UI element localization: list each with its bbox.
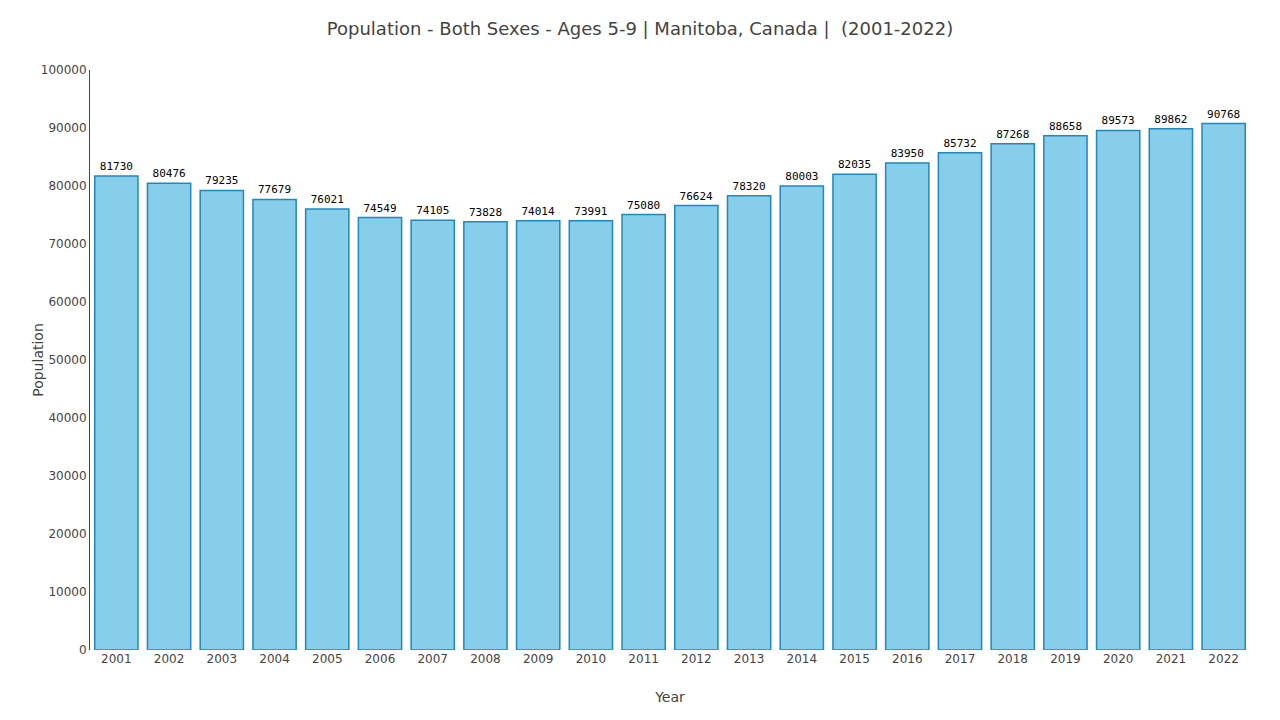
svg-text:81730: 81730 <box>100 160 133 173</box>
svg-text:40000: 40000 <box>48 411 86 425</box>
svg-text:89573: 89573 <box>1102 114 1135 127</box>
svg-text:2018: 2018 <box>997 652 1028 666</box>
svg-text:90768: 90768 <box>1207 108 1240 121</box>
svg-text:50000: 50000 <box>48 353 86 367</box>
svg-text:73828: 73828 <box>469 206 502 219</box>
svg-text:2015: 2015 <box>839 652 870 666</box>
svg-text:73991: 73991 <box>574 205 607 218</box>
svg-text:2019: 2019 <box>1050 652 1081 666</box>
svg-text:2003: 2003 <box>207 652 238 666</box>
svg-text:60000: 60000 <box>48 295 86 309</box>
svg-text:85732: 85732 <box>943 137 976 150</box>
svg-text:2016: 2016 <box>892 652 923 666</box>
svg-text:2020: 2020 <box>1103 652 1134 666</box>
svg-text:Year: Year <box>654 689 685 705</box>
svg-text:2014: 2014 <box>787 652 818 666</box>
svg-text:2009: 2009 <box>523 652 554 666</box>
svg-text:2005: 2005 <box>312 652 343 666</box>
svg-text:10000: 10000 <box>48 585 86 599</box>
svg-text:100000: 100000 <box>41 63 87 77</box>
svg-text:74014: 74014 <box>521 205 554 218</box>
svg-text:80476: 80476 <box>153 167 186 180</box>
svg-text:82035: 82035 <box>838 158 871 171</box>
svg-text:90000: 90000 <box>48 121 86 135</box>
svg-text:2006: 2006 <box>365 652 396 666</box>
svg-text:2013: 2013 <box>734 652 765 666</box>
svg-text:89862: 89862 <box>1154 113 1187 126</box>
svg-text:2011: 2011 <box>628 652 659 666</box>
svg-text:74105: 74105 <box>416 204 449 217</box>
svg-text:2017: 2017 <box>945 652 976 666</box>
svg-text:80003: 80003 <box>785 170 818 183</box>
svg-text:2010: 2010 <box>576 652 607 666</box>
svg-text:80000: 80000 <box>48 179 86 193</box>
svg-text:2022: 2022 <box>1208 652 1239 666</box>
svg-text:Population - Both Sexes - Ages: Population - Both Sexes - Ages 5-9 | Man… <box>327 18 953 39</box>
svg-text:20000: 20000 <box>48 527 86 541</box>
svg-text:70000: 70000 <box>48 237 86 251</box>
svg-text:2004: 2004 <box>259 652 290 666</box>
svg-text:2012: 2012 <box>681 652 712 666</box>
svg-text:2007: 2007 <box>417 652 448 666</box>
svg-text:76021: 76021 <box>311 193 344 206</box>
svg-text:74549: 74549 <box>363 202 396 215</box>
svg-text:75080: 75080 <box>627 199 660 212</box>
svg-text:2021: 2021 <box>1156 652 1187 666</box>
svg-text:87268: 87268 <box>996 128 1029 141</box>
svg-text:2002: 2002 <box>154 652 185 666</box>
svg-text:88658: 88658 <box>1049 120 1082 133</box>
svg-text:79235: 79235 <box>205 174 238 187</box>
svg-text:77679: 77679 <box>258 183 291 196</box>
svg-text:Population: Population <box>30 323 46 397</box>
svg-text:76624: 76624 <box>680 190 713 203</box>
svg-text:83950: 83950 <box>891 147 924 160</box>
svg-text:0: 0 <box>79 643 87 657</box>
svg-text:30000: 30000 <box>48 469 86 483</box>
svg-text:78320: 78320 <box>733 180 766 193</box>
svg-text:2001: 2001 <box>101 652 132 666</box>
svg-text:2008: 2008 <box>470 652 501 666</box>
